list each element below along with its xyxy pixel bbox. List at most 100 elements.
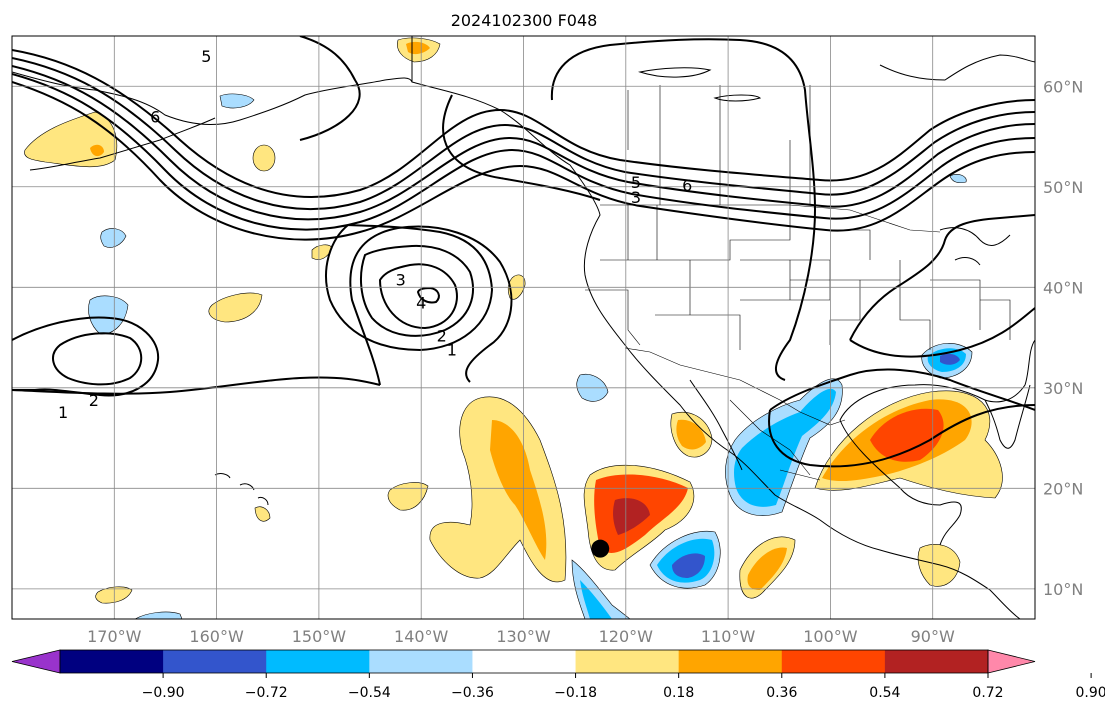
contour-line <box>12 73 1035 231</box>
colorbar-segment <box>266 650 370 673</box>
negative-anomaly-blob <box>949 174 967 184</box>
contour-label: 3 <box>396 270 406 289</box>
colorbar-segment <box>60 650 164 673</box>
contour-line <box>12 376 381 395</box>
positive-anomaly-baja-mid <box>676 419 706 450</box>
coastline-north-america <box>411 36 1021 619</box>
contour-lines <box>12 36 1035 468</box>
border-us-mexico <box>624 347 846 426</box>
positive-anomaly-blob <box>387 482 429 511</box>
colorbar-segments <box>11 649 1036 674</box>
contour-label: 2 <box>437 327 447 346</box>
contour-line <box>325 223 494 352</box>
colorbar-segment <box>678 650 783 673</box>
contour-line <box>52 332 143 386</box>
colorbar-segment <box>369 650 473 673</box>
colorbar: −0.90 −0.72 −0.54 −0.36 −0.18 0.18 0.36 0.54 0.7… <box>11 649 1105 701</box>
lat-label: 20°N <box>1043 479 1083 498</box>
negative-anomaly-blob-mid <box>580 580 612 619</box>
coastline-yucatan <box>899 487 962 546</box>
contour-line <box>299 36 361 141</box>
contour-label: 3 <box>631 188 641 207</box>
contour-line <box>12 57 1035 210</box>
coastline-arctic-islands <box>638 67 762 102</box>
positive-anomaly-blob <box>208 292 263 323</box>
lon-label: 130°W <box>496 627 551 646</box>
colorbar-extend-high <box>987 649 1036 674</box>
colorbar-tick-label: −0.36 <box>451 685 494 701</box>
colorbar-tick-label: −0.54 <box>348 685 391 701</box>
colorbar-extend-low <box>11 649 61 674</box>
colorbar-segment <box>781 650 886 673</box>
colorbar-tick-label: 0.36 <box>766 685 797 701</box>
map-title: 2024102300 F048 <box>451 11 598 30</box>
contour-label: 1 <box>447 341 457 360</box>
contour-label: 2 <box>89 391 99 410</box>
contour-line <box>768 404 1035 468</box>
anomaly-shading <box>24 37 1003 619</box>
positive-anomaly-blob <box>252 144 276 172</box>
canada-province-lines <box>627 85 811 205</box>
contour-line <box>12 65 1035 221</box>
lon-label: 140°W <box>394 627 449 646</box>
colorbar-segment <box>163 650 267 673</box>
colorbar-ticks: −0.90 −0.72 −0.54 −0.36 −0.18 0.18 0.36 0.54 0.7… <box>142 673 1105 701</box>
negative-anomaly-south-core <box>672 553 705 578</box>
coastline-alaska <box>12 71 413 125</box>
lon-label: 120°W <box>599 627 654 646</box>
colorbar-tick-label: 0.18 <box>663 685 694 701</box>
contour-line <box>349 225 513 386</box>
coastline-baja <box>689 379 743 471</box>
colorbar-segment <box>575 650 680 673</box>
colorbar-tick-label: 0.54 <box>869 685 900 701</box>
contour-line <box>12 49 1035 198</box>
positive-anomaly-blob <box>254 506 271 522</box>
colorbar-tick-label: 0.72 <box>972 685 1003 701</box>
colorbar-tick-label: −0.90 <box>142 685 185 701</box>
negative-anomaly-blob <box>219 93 255 109</box>
contour-line <box>12 81 1035 241</box>
lat-label: 60°N <box>1043 77 1083 96</box>
contour-label: 5 <box>631 173 641 192</box>
colorbar-tick-label: −0.18 <box>554 685 597 701</box>
positive-anomaly-alaska-core <box>90 144 104 157</box>
mexico-state-lines <box>729 399 821 481</box>
negative-anomaly-blob <box>134 611 183 619</box>
negative-anomaly-mexico-mid <box>734 388 836 507</box>
contour-line <box>360 244 474 337</box>
contour-line <box>442 94 601 201</box>
lon-label: 100°W <box>803 627 858 646</box>
positive-anomaly-epac-core <box>613 498 650 535</box>
contour-line <box>378 263 458 330</box>
contour-label: 1 <box>58 403 68 422</box>
colorbar-segment <box>884 650 989 673</box>
lat-label: 40°N <box>1043 278 1083 297</box>
coastline-florida <box>984 384 1031 449</box>
colorbar-outline <box>59 649 989 674</box>
point-marker <box>591 539 610 558</box>
positive-anomaly-south-mid <box>747 547 787 590</box>
contour-line <box>550 38 817 381</box>
lon-label: 150°W <box>292 627 347 646</box>
lat-label: 30°N <box>1043 379 1083 398</box>
contour-label: 6 <box>682 176 692 195</box>
coastlines <box>12 36 1035 619</box>
contour-line <box>416 286 440 304</box>
colorbar-tick-label: 0.90 <box>1076 685 1105 701</box>
colorbar-tick-label: −0.72 <box>245 685 288 701</box>
lat-label: 10°N <box>1043 580 1083 599</box>
lat-label: 50°N <box>1043 178 1083 197</box>
positive-anomaly-plume-mid <box>490 420 547 560</box>
lon-label: 160°W <box>189 627 244 646</box>
colorbar-segment <box>472 650 577 673</box>
lon-label: 110°W <box>701 627 756 646</box>
lon-label: 90°W <box>911 627 955 646</box>
contour-line <box>849 214 1035 341</box>
contour-label: 5 <box>201 47 211 66</box>
contour-line <box>849 307 1035 358</box>
coastline-great-lakes <box>939 227 1011 266</box>
lon-label: 170°W <box>87 627 142 646</box>
contour-label: 4 <box>416 293 426 312</box>
positive-anomaly-blob <box>95 586 133 604</box>
